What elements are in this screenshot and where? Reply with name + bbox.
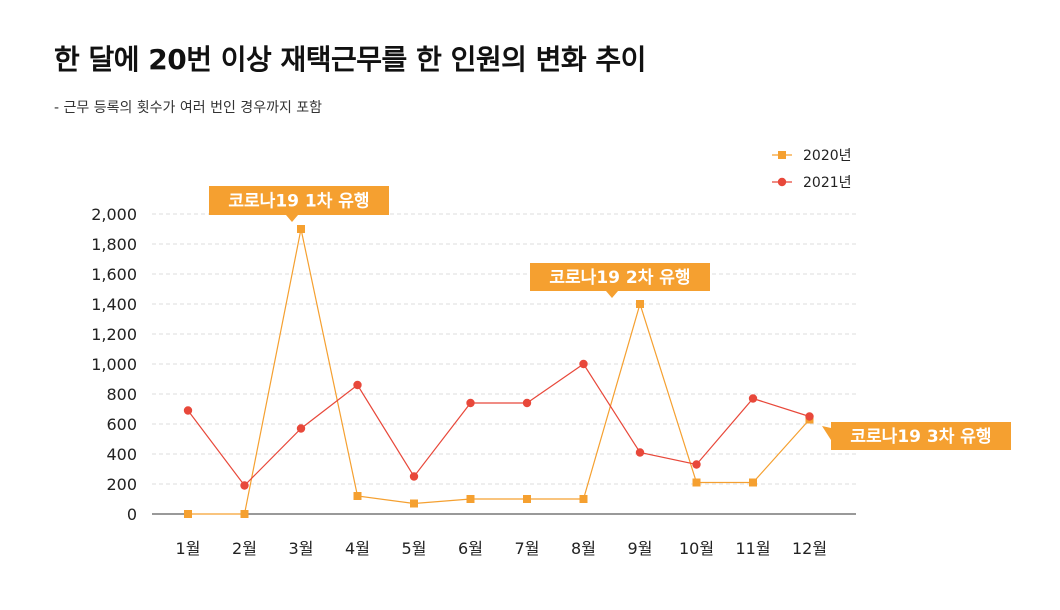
series-line — [187, 363, 810, 487]
y-tick-label: 0 — [127, 505, 137, 524]
data-point — [522, 398, 532, 408]
data-point — [296, 424, 306, 433]
data-point — [635, 448, 645, 457]
y-tick-label: 600 — [106, 415, 137, 434]
data-point — [240, 481, 249, 490]
callout-label: 코로나19 1차 유행 — [209, 186, 389, 222]
data-point — [353, 380, 362, 390]
x-tick-label: 12월 — [792, 539, 827, 558]
x-tick-label: 9월 — [628, 539, 653, 558]
callout-pointer — [606, 291, 618, 298]
data-point — [692, 460, 701, 469]
x-tick-label: 6월 — [458, 539, 483, 558]
y-tick-label: 2,000 — [91, 205, 137, 224]
y-tick-label: 1,600 — [91, 265, 137, 284]
x-tick-label: 1월 — [176, 539, 201, 558]
y-tick-label: 1,400 — [91, 295, 137, 314]
callout-text: 코로나19 2차 유행 — [549, 268, 690, 288]
data-point — [297, 225, 305, 233]
data-point — [748, 394, 758, 403]
y-tick-label: 1,800 — [91, 235, 137, 254]
callout-label: 코로나19 3차 유행 — [822, 422, 1011, 450]
x-tick-label: 10월 — [679, 539, 714, 558]
data-point — [692, 478, 701, 487]
data-point — [353, 492, 362, 500]
callout-box — [209, 186, 389, 215]
y-tick-label: 400 — [106, 445, 137, 464]
data-point — [579, 495, 588, 503]
data-point — [805, 412, 814, 421]
legend-label: 2020년 — [803, 148, 852, 164]
data-point — [636, 300, 644, 308]
x-tick-label: 3월 — [289, 539, 314, 558]
callout-box — [831, 422, 1011, 450]
legend-label: 2021년 — [803, 175, 852, 191]
data-point — [466, 495, 475, 503]
callout-label: 코로나19 2차 유행 — [530, 263, 710, 298]
y-tick-label: 200 — [106, 475, 137, 494]
y-tick-label: 800 — [106, 385, 137, 404]
x-tick-label: 4월 — [345, 539, 370, 558]
data-point — [183, 406, 193, 415]
data-point — [579, 359, 588, 369]
legend-marker — [778, 151, 786, 159]
x-tick-label: 8월 — [571, 539, 596, 558]
chart-subtitle: - 근무 등록의 횟수가 여러 번인 경우까지 포함 — [54, 100, 323, 116]
x-tick-label: 5월 — [402, 539, 427, 558]
chart-title: 한 달에 20번 이상 재택근무를 한 인원의 변화 추이 — [54, 43, 646, 76]
data-point — [523, 495, 531, 503]
callout-box — [530, 263, 710, 291]
data-point — [409, 472, 419, 481]
legend-marker — [777, 177, 787, 187]
data-point — [240, 510, 249, 518]
data-point — [184, 510, 192, 518]
callout-text: 코로나19 3차 유행 — [850, 427, 991, 447]
y-tick-label: 1,000 — [91, 355, 137, 374]
data-point — [749, 478, 757, 487]
series-line — [188, 228, 810, 515]
x-tick-label: 11월 — [735, 539, 770, 558]
callout-text: 코로나19 1차 유행 — [228, 192, 369, 212]
x-tick-label: 7월 — [515, 539, 540, 558]
y-tick-label: 1,200 — [91, 325, 137, 344]
data-point — [410, 499, 418, 508]
x-tick-label: 2월 — [232, 539, 257, 558]
callout-pointer — [286, 215, 298, 222]
callout-pointer — [822, 426, 831, 440]
data-point — [466, 398, 475, 408]
